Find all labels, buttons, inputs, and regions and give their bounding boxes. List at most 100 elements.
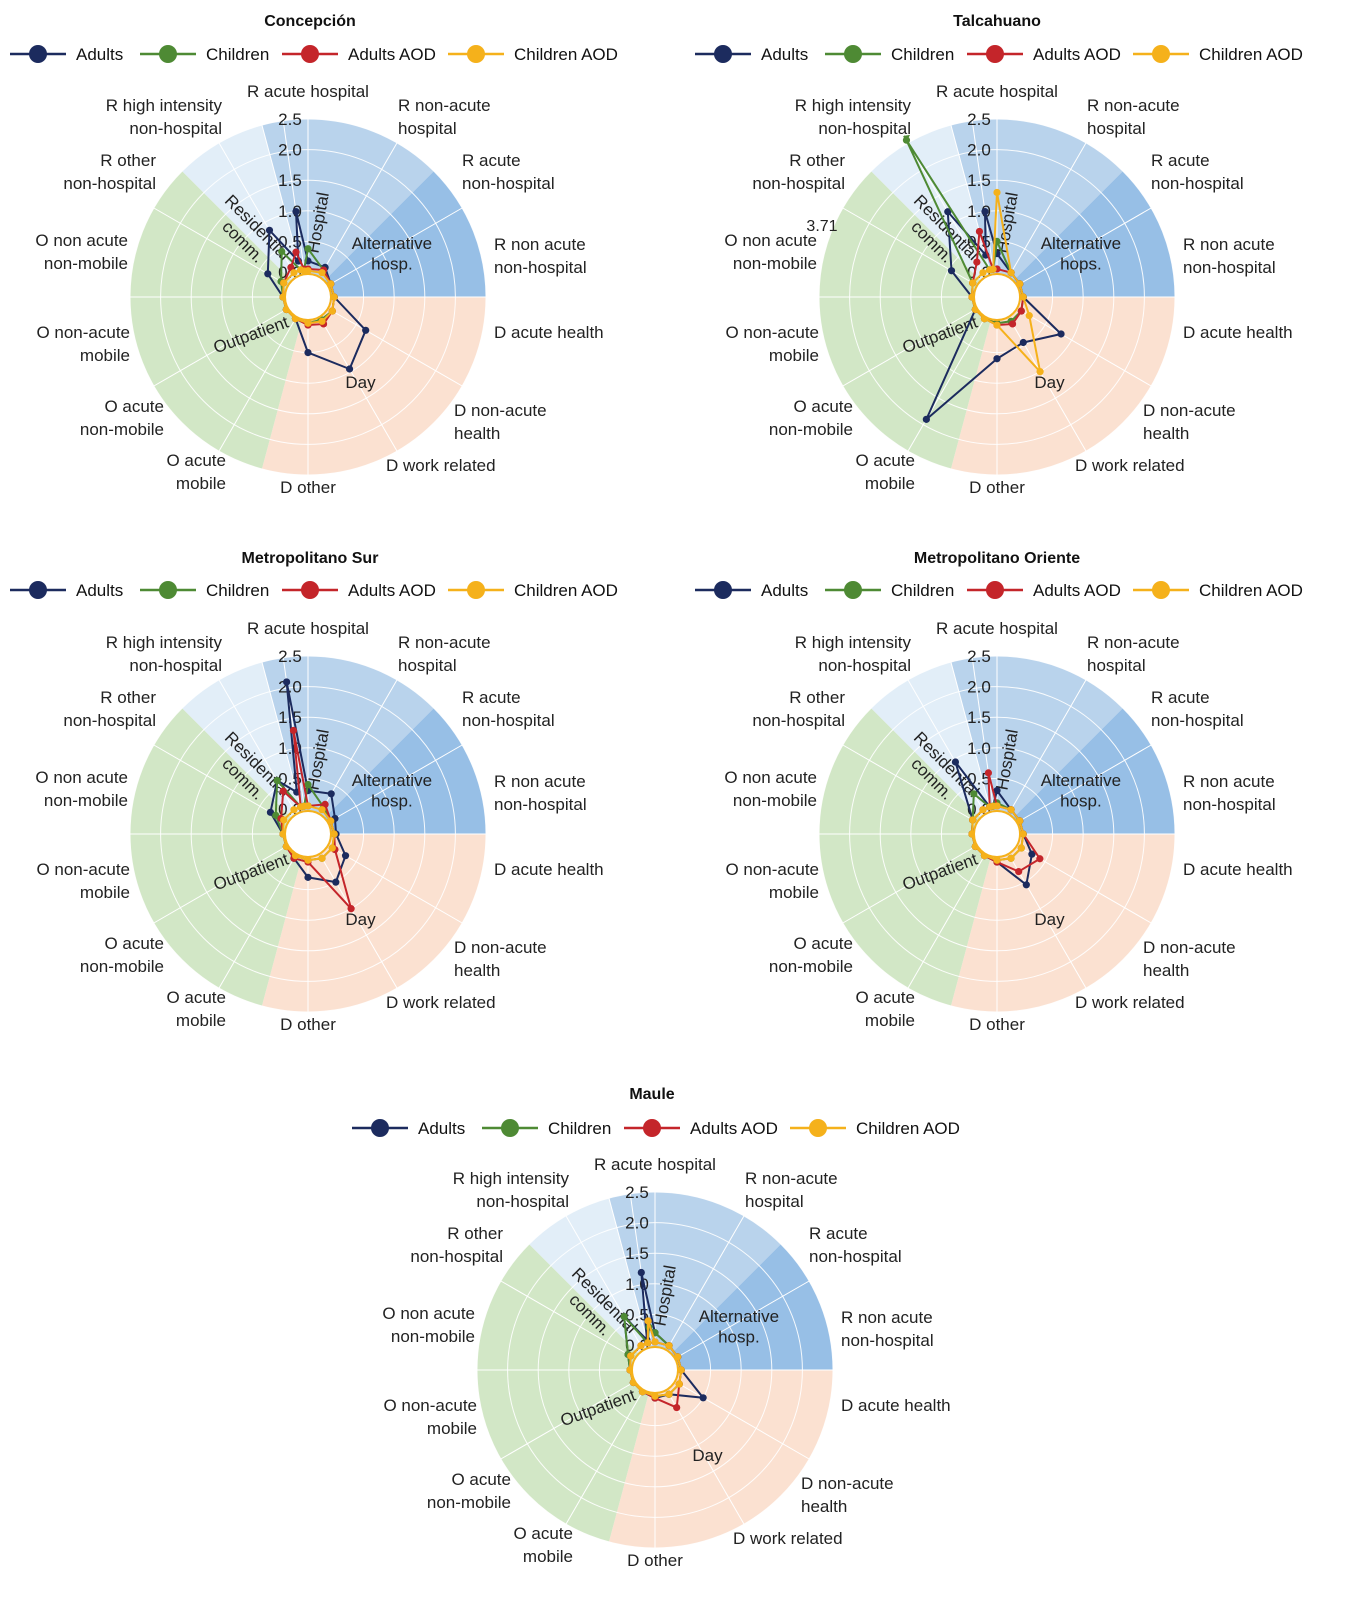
- axis-label-line: non-mobile: [733, 254, 817, 273]
- axis-label: D work related: [1075, 456, 1185, 475]
- data-point: [1057, 330, 1065, 338]
- axis-label-line: O non acute: [35, 231, 128, 250]
- chart-title: Talcahuano: [953, 13, 1041, 30]
- data-point: [321, 800, 329, 808]
- axis-label-line: R high intensity: [106, 633, 223, 652]
- grid-spoke: [565, 1391, 643, 1525]
- grid-spoke: [1009, 855, 1087, 989]
- grid-spoke: [153, 207, 287, 285]
- sector-label: Alternative hosp.: [352, 771, 432, 810]
- data-point: [1017, 307, 1025, 315]
- legend-label: Adults: [418, 1119, 465, 1138]
- axis-label: O non acute non-mobile: [724, 768, 817, 810]
- legend-label: Children: [548, 1119, 611, 1138]
- axis-label-line: R non acute: [494, 772, 586, 791]
- axis-label: O acute mobile: [855, 451, 915, 493]
- axis-label: O non-acute mobile: [36, 323, 130, 365]
- data-point: [1019, 830, 1027, 838]
- axis-label-line: O non-acute: [383, 1396, 477, 1415]
- grid-spoke: [565, 1215, 643, 1349]
- axis-label: R acute non-hospital: [462, 151, 555, 193]
- sector-band: [997, 708, 1175, 834]
- axis-label-line: health: [1143, 424, 1189, 443]
- axis-label-line: health: [1143, 961, 1189, 980]
- grid-spoke: [261, 661, 303, 810]
- axis-label-line: R other: [100, 151, 156, 170]
- data-point: [332, 878, 340, 886]
- legend-marker: [986, 45, 1004, 63]
- data-point: [1007, 269, 1015, 277]
- axis-label-line: O acute: [451, 1470, 511, 1489]
- series-children-aod: [968, 802, 1027, 864]
- legend: Adults Children Adults AOD Children AOD: [695, 581, 1303, 600]
- grid-spoke: [907, 318, 985, 452]
- data-point: [283, 678, 291, 686]
- legend-label: Children AOD: [1199, 581, 1303, 600]
- data-point: [969, 279, 977, 287]
- sector-label: Day: [1034, 910, 1065, 929]
- axis-label-line: O acute: [513, 1524, 573, 1543]
- overflow-value: 3.71: [806, 218, 837, 235]
- axis-label-line: D work related: [733, 1529, 843, 1548]
- axis-label: O non acute non-mobile: [35, 231, 128, 273]
- axis-label-line: non-hospital: [129, 656, 222, 675]
- axis-label: D other: [280, 478, 336, 497]
- data-point: [981, 208, 989, 216]
- data-point: [272, 811, 280, 819]
- radar-chart-2: Metropolitano Sur Adults Children Adults AO…: [10, 550, 618, 1034]
- data-point: [341, 852, 350, 860]
- sector-label-line: hosp.: [371, 254, 413, 273]
- grid-spoke: [950, 124, 992, 273]
- axis-label: O acute non-mobile: [769, 934, 853, 976]
- axis-label-line: R other: [447, 1224, 503, 1243]
- axis-label: D work related: [386, 456, 496, 475]
- grid-spoke: [320, 318, 398, 452]
- legend-marker: [714, 45, 732, 63]
- axis-label-line: D other: [627, 1551, 683, 1570]
- tick-label: 0.5: [625, 1305, 649, 1324]
- axis-label-line: health: [454, 961, 500, 980]
- chart-title: Concepción: [264, 13, 356, 30]
- axis-label-line: R non-acute: [745, 1169, 838, 1188]
- axis-label-line: non-hospital: [1151, 711, 1244, 730]
- data-point: [304, 349, 312, 357]
- legend-label: Children: [891, 581, 954, 600]
- grid-spoke: [676, 1280, 810, 1358]
- axis-label-line: R non acute: [841, 1308, 933, 1327]
- legend: Adults Children Adults AOD Children AOD: [10, 45, 618, 64]
- axis-label-line: O acute: [855, 451, 915, 470]
- axis-label-line: mobile: [427, 1419, 477, 1438]
- axis-label-line: D other: [280, 478, 336, 497]
- axis-label-line: R acute hospital: [247, 619, 369, 638]
- axis-label: O acute mobile: [855, 988, 915, 1030]
- axis-label-line: D other: [280, 1015, 336, 1034]
- axis-label-line: O acute: [166, 988, 226, 1007]
- tick-label: 2.0: [967, 141, 991, 160]
- legend: Adults Children Adults AOD Children AOD: [352, 1119, 960, 1138]
- legend-marker: [467, 45, 485, 63]
- data-point: [318, 806, 326, 814]
- axis-label: D non-acute health: [801, 1474, 894, 1516]
- sector-band: [182, 125, 308, 297]
- radar-chart-1: Talcahuano Adults Children Adults AOD Childr…: [695, 13, 1303, 497]
- axis-label: R acute hospital: [247, 619, 369, 638]
- axis-label-line: R non acute: [1183, 235, 1275, 254]
- axis-label: R high intensity non-hospital: [795, 96, 912, 138]
- axis-label-line: non-hospital: [841, 1331, 934, 1350]
- sector-label-line: Alternative: [352, 771, 432, 790]
- center-hole: [973, 810, 1021, 858]
- axis-label: R other non-hospital: [410, 1224, 503, 1266]
- data-point: [1008, 320, 1017, 328]
- legend-label: Adults AOD: [348, 45, 436, 64]
- axis-label: R acute hospital: [936, 619, 1058, 638]
- axis-label-line: non-mobile: [44, 791, 128, 810]
- axis-label: D work related: [733, 1529, 843, 1548]
- legend: Adults Children Adults AOD Children AOD: [10, 581, 618, 600]
- legend-marker: [467, 581, 485, 599]
- legend-marker: [714, 581, 732, 599]
- axis-label-line: R high intensity: [795, 96, 912, 115]
- axis-label-line: R acute: [462, 688, 521, 707]
- axis-label-line: R other: [100, 688, 156, 707]
- legend-marker: [159, 581, 177, 599]
- axis-label: R acute hospital: [247, 82, 369, 101]
